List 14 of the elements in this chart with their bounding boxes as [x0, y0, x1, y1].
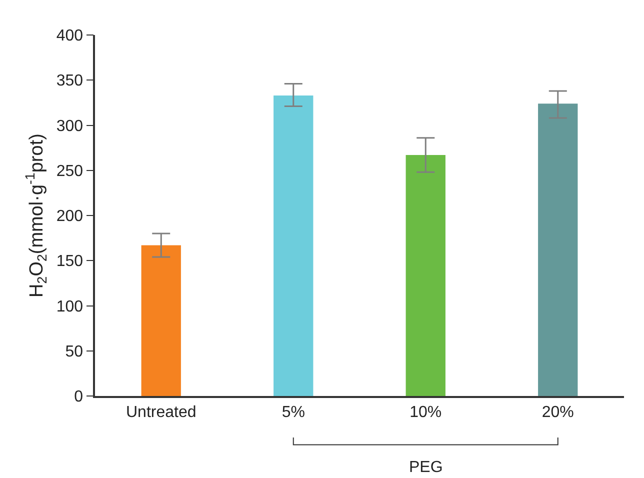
y-tick-label: 350	[56, 72, 84, 90]
y-tick-label: 0	[74, 388, 84, 406]
x-tick-label: 10%	[410, 404, 442, 421]
y-tick-label: 200	[56, 208, 84, 226]
text: PEG	[409, 459, 443, 476]
y-tick-label: 400	[56, 28, 84, 45]
x-tick-label: 5%	[282, 404, 305, 421]
x-tick-label: Untreated	[126, 404, 196, 421]
y-tick-label: 100	[56, 298, 84, 316]
y-tick-label: 50	[65, 343, 84, 360]
y-tick-label: 150	[56, 253, 84, 270]
y-tick-label: 250	[56, 162, 84, 180]
y-tick-label: 300	[56, 118, 84, 135]
x-tick-label: 20%	[542, 404, 574, 421]
